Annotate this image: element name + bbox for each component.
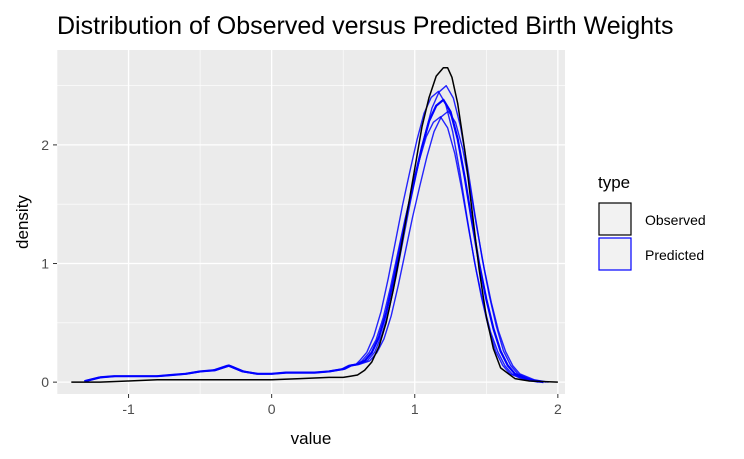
legend-label-observed: Observed	[645, 212, 706, 228]
x-axis-title: value	[291, 429, 332, 448]
gridlines	[56, 50, 565, 394]
x-tick-label: 1	[411, 401, 419, 417]
axes: -1 0 1 2 0 1 2	[41, 137, 562, 417]
legend-key-observed	[598, 202, 632, 236]
legend-label-predicted: Predicted	[645, 247, 704, 263]
series-line-observed	[71, 67, 558, 383]
legend-key-predicted	[598, 237, 632, 271]
y-tick-label: 0	[41, 374, 49, 390]
x-tick-label: -1	[122, 401, 135, 417]
x-tick-label: 0	[268, 401, 276, 417]
x-tick-label: 2	[554, 401, 562, 417]
series-layer	[71, 67, 558, 384]
legend-title: type	[598, 173, 630, 192]
y-tick-label: 2	[41, 137, 49, 153]
legend: type Observed Predicted	[598, 173, 706, 271]
y-axis-title: density	[13, 195, 32, 249]
chart-title: Distribution of Observed versus Predicte…	[57, 12, 673, 40]
y-tick-label: 1	[41, 256, 49, 272]
plot-panel	[57, 50, 565, 394]
